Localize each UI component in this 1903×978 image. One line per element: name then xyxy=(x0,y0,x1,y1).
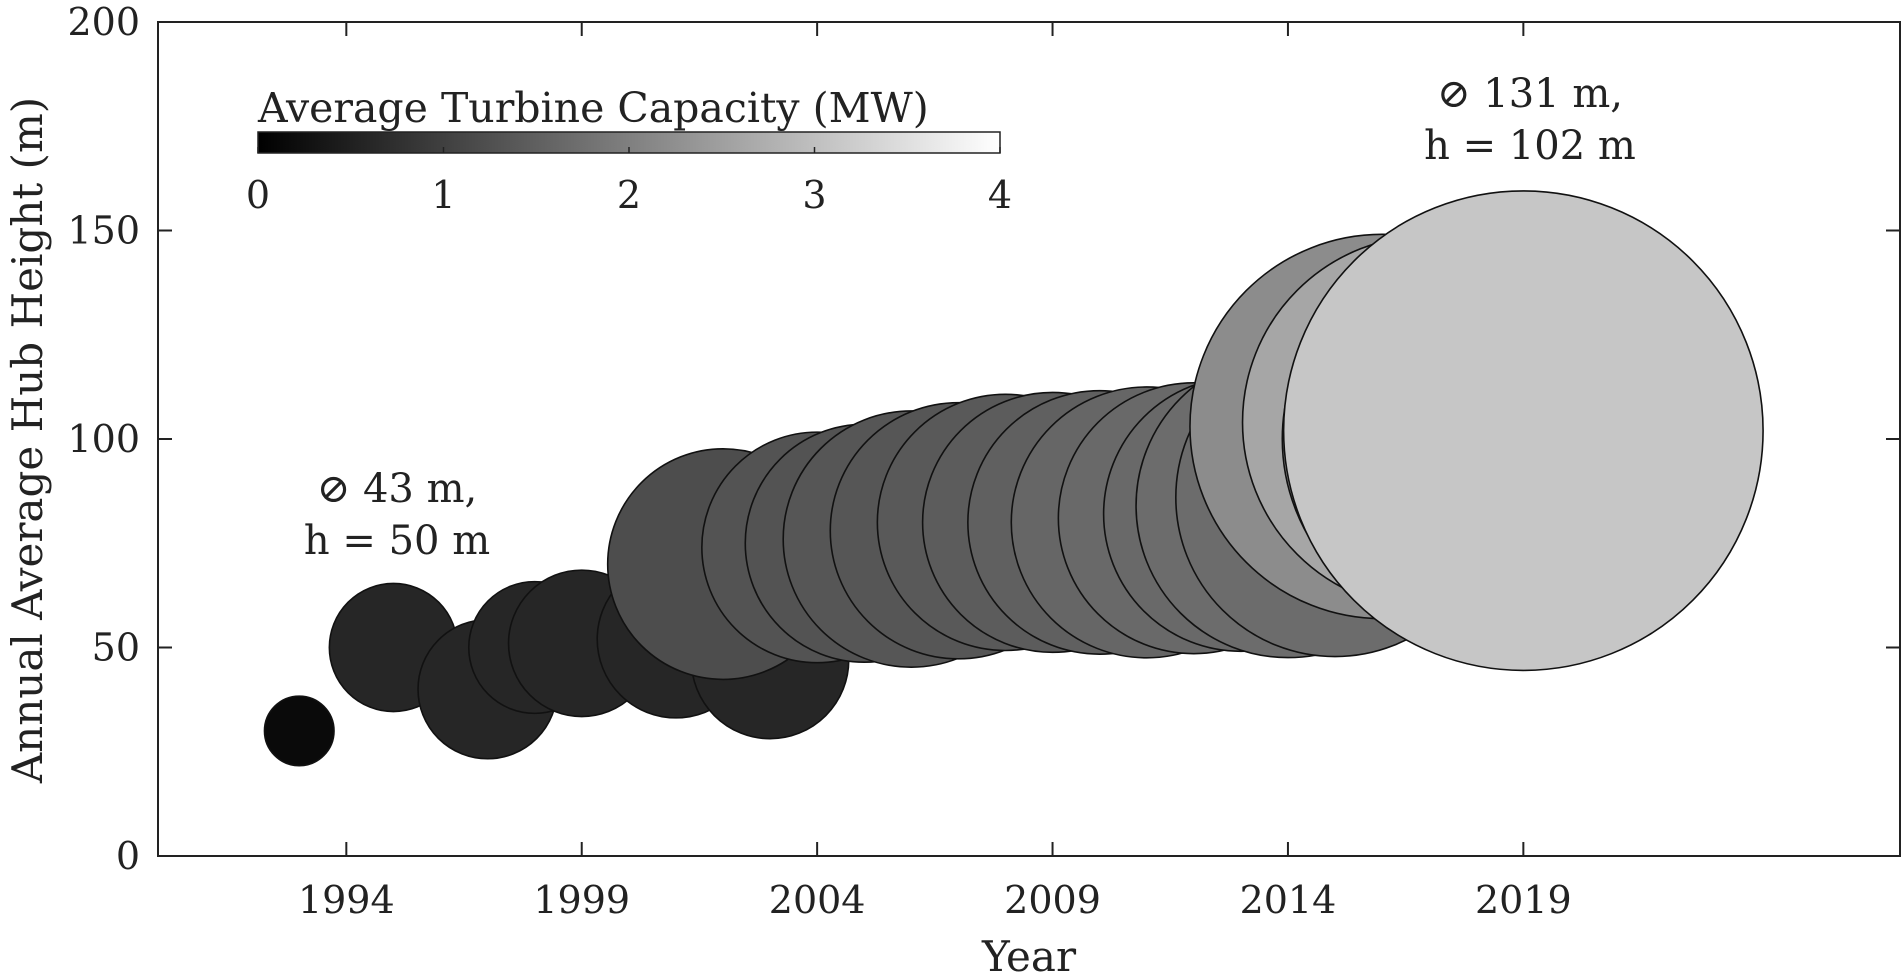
colorbar-ticks: 0 1 2 3 4 xyxy=(246,147,1012,217)
x-tick-label-2004: 2004 xyxy=(769,878,866,922)
annotation-1994-line2: h = 50 m xyxy=(304,518,490,564)
colorbar-tick-label-4: 4 xyxy=(988,173,1012,217)
bubble-layer xyxy=(263,190,1764,767)
colorbar-tick-label-1: 1 xyxy=(431,173,455,217)
colorbar-tick-label-3: 3 xyxy=(802,173,826,217)
colorbar-tick-label-0: 0 xyxy=(246,173,270,217)
colorbar-title: Average Turbine Capacity (MW) xyxy=(257,84,929,132)
y-axis-title: Annual Average Hub Height (m) xyxy=(3,97,52,784)
x-tick-label-2009: 2009 xyxy=(1004,878,1101,922)
bubble-1993 xyxy=(263,695,335,767)
annotation-2019-line2: h = 102 m xyxy=(1424,123,1636,169)
y-tick-label-50: 50 xyxy=(92,626,140,670)
y-tick-label-100: 100 xyxy=(67,417,140,461)
x-tick-label-1994: 1994 xyxy=(298,878,395,922)
y-tick-label-150: 150 xyxy=(67,209,140,253)
y-tick-label-0: 0 xyxy=(116,834,140,878)
x-tick-label-1999: 1999 xyxy=(533,878,630,922)
x-tick-label-2019: 2019 xyxy=(1475,878,1572,922)
annotation-2019-line1: ⊘ 131 m, xyxy=(1437,71,1623,117)
x-tick-label-2014: 2014 xyxy=(1240,878,1337,922)
bubble-2019 xyxy=(1282,190,1764,672)
y-tick-label-200: 200 xyxy=(67,0,140,44)
colorbar-tick-label-2: 2 xyxy=(617,173,641,217)
annotation-1994-line1: ⊘ 43 m, xyxy=(317,466,478,512)
x-axis-title: Year xyxy=(981,932,1077,978)
